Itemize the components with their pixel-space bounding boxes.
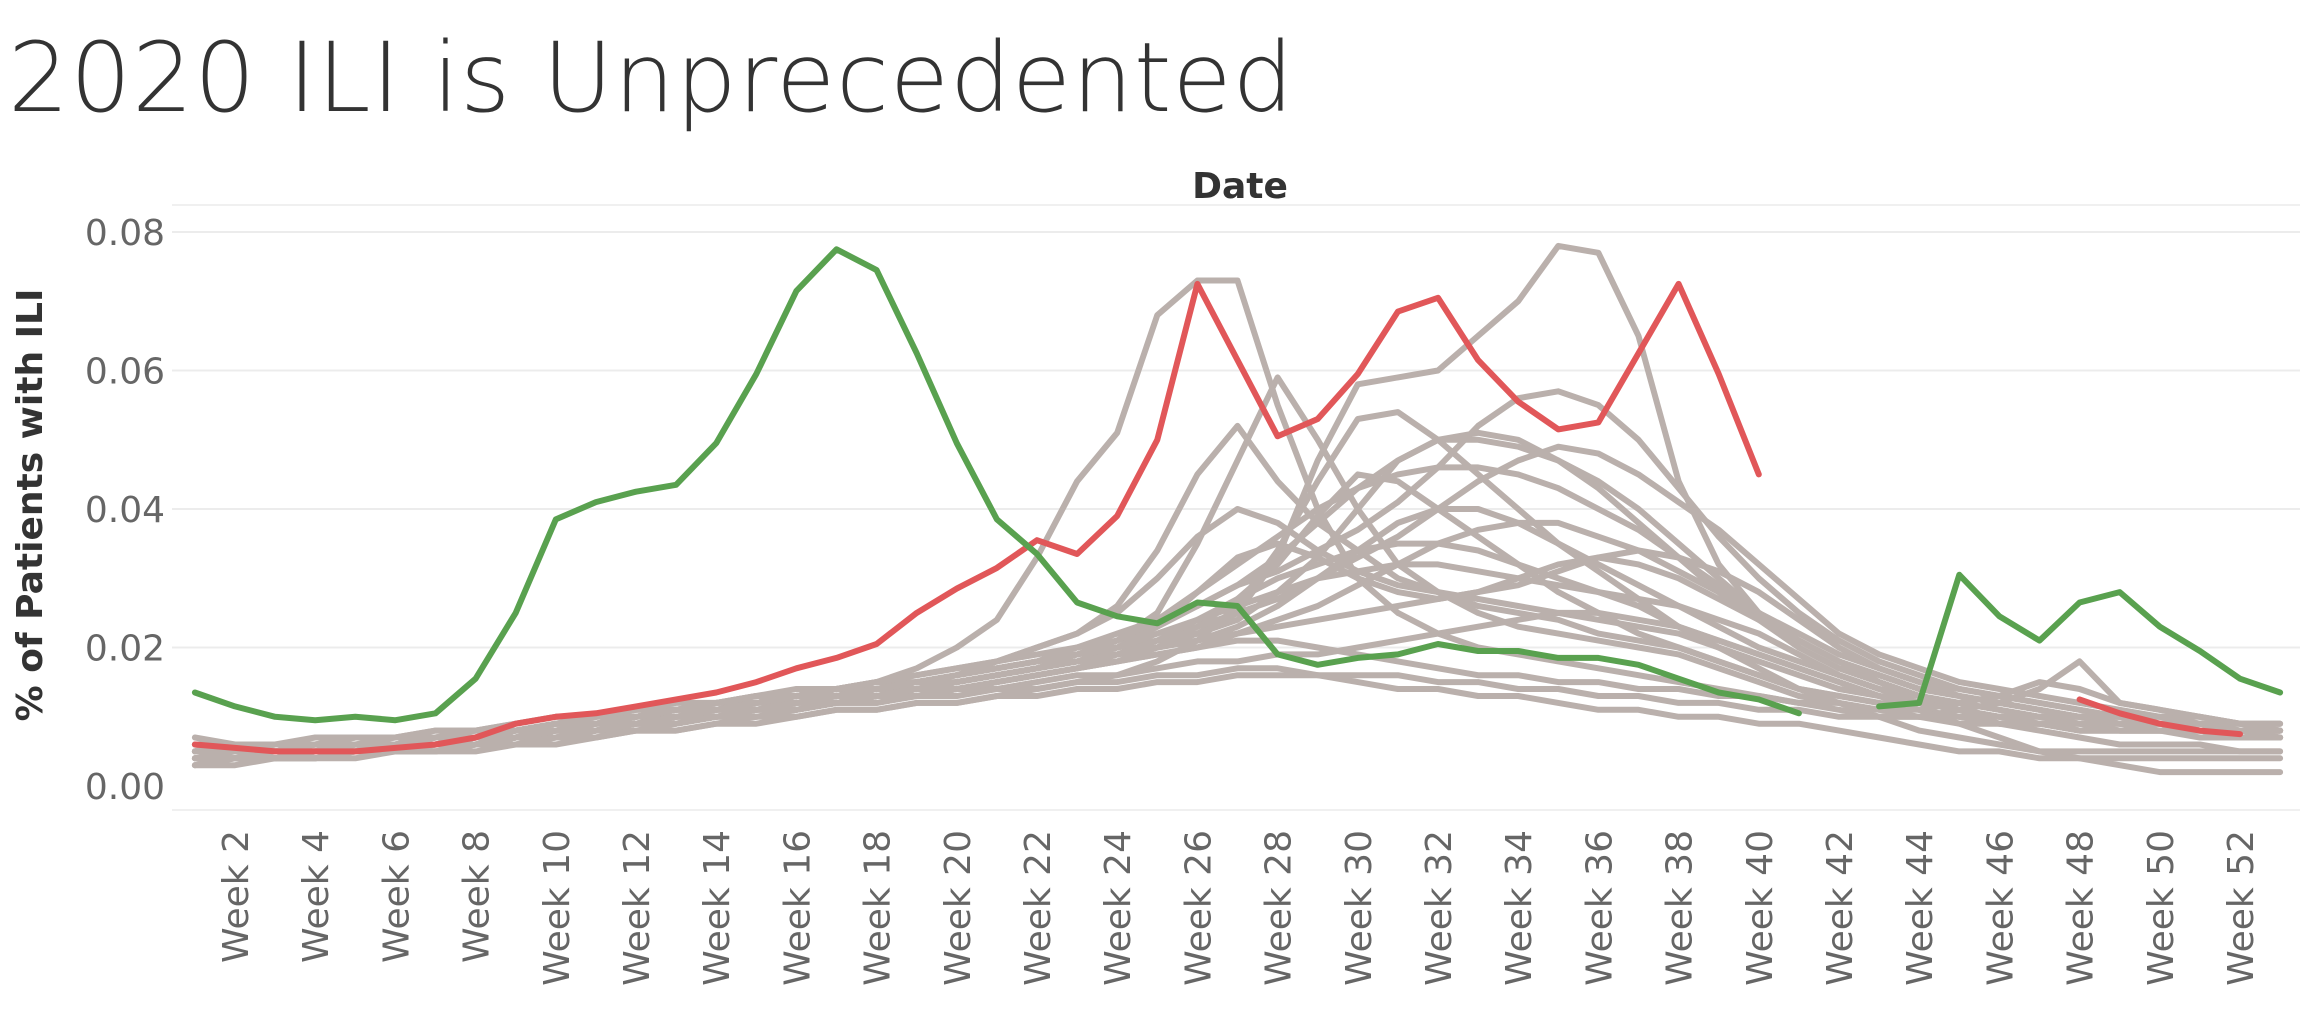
y-tick-label: 0.00 [85,767,165,808]
x-tick-label: Week 34 [1499,830,1540,986]
x-tick-label: Week 38 [1660,830,1701,986]
x-tick-label: Week 2 [216,830,257,963]
x-tick-label: Week 48 [2061,830,2102,986]
series-line-green-23 [191,246,2284,724]
y-tick-labels: 0.00 0.02 0.04 0.06 0.08 [85,213,165,808]
x-tick-label: Week 24 [1098,830,1139,986]
y-tick-label: 0.06 [85,352,165,393]
x-tick-label: Week 10 [537,830,578,986]
series-lines [191,242,2284,776]
x-tick-label: Week 26 [1178,830,1219,986]
x-tick-label: Week 46 [1980,830,2021,986]
x-tick-label: Week 18 [858,830,899,986]
x-tick-label: Week 32 [1419,830,1460,986]
chart-title: 2020 ILI is Unprecedented [8,22,1295,134]
x-tick-label: Week 12 [617,830,658,986]
x-tick-label: Week 40 [1740,830,1781,986]
y-axis-title: % of Patients with ILI [10,289,51,722]
x-tick-label: Week 14 [697,830,738,986]
x-tick-label: Week 30 [1339,830,1380,986]
x-tick-label: Week 8 [457,830,498,963]
x-axis-title: Date [1192,166,1288,207]
x-tick-label: Week 20 [938,830,979,986]
x-tick-label: Week 22 [1018,830,1059,986]
y-tick-label: 0.04 [85,490,165,531]
x-tick-label: Week 28 [1259,830,1300,986]
x-tick-label: Week 4 [296,830,337,963]
x-tick-label: Week 42 [1820,830,1861,986]
x-tick-label: Week 52 [2221,830,2262,986]
series-line-gray-17 [191,658,2284,762]
x-tick-labels: Week 2 Week 4 Week 6 Week 8 Week 10 Week 12 We… [216,830,2262,986]
series-line-red-22 [191,280,2243,755]
series-line-gray-21 [191,540,2284,755]
y-tick-label: 0.02 [85,629,165,670]
x-tick-label: Week 44 [1900,830,1941,986]
x-tick-label: Week 16 [777,830,818,986]
x-tick-label: Week 6 [376,830,417,963]
y-tick-label: 0.08 [85,213,165,254]
x-tick-label: Week 50 [2141,830,2182,986]
x-tick-label: Week 36 [1579,830,1620,986]
